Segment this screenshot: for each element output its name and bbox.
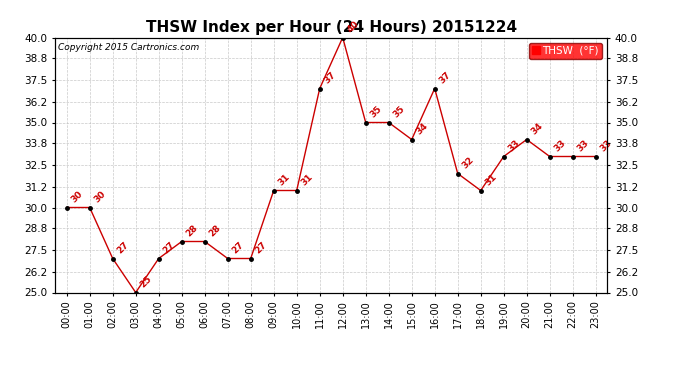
Text: 30: 30	[92, 190, 108, 205]
Text: 33: 33	[598, 138, 613, 154]
Title: THSW Index per Hour (24 Hours) 20151224: THSW Index per Hour (24 Hours) 20151224	[146, 20, 517, 35]
Text: 35: 35	[368, 105, 384, 120]
Text: 28: 28	[184, 224, 199, 239]
Text: 31: 31	[277, 172, 292, 188]
Text: 35: 35	[391, 105, 406, 120]
Text: 40: 40	[346, 20, 361, 35]
Text: 33: 33	[575, 138, 591, 154]
Text: 34: 34	[415, 122, 430, 137]
Text: 27: 27	[161, 240, 177, 256]
Text: 30: 30	[70, 190, 85, 205]
Text: 27: 27	[230, 240, 246, 256]
Text: 33: 33	[506, 138, 522, 154]
Text: 34: 34	[529, 122, 545, 137]
Text: 25: 25	[139, 274, 154, 290]
Text: 28: 28	[208, 224, 223, 239]
Text: 31: 31	[484, 172, 499, 188]
Text: 32: 32	[460, 156, 475, 171]
Text: 37: 37	[322, 70, 338, 86]
Text: Copyright 2015 Cartronics.com: Copyright 2015 Cartronics.com	[58, 43, 199, 52]
Text: 31: 31	[299, 172, 315, 188]
Text: 33: 33	[553, 138, 568, 154]
Text: 27: 27	[253, 240, 269, 256]
Legend: THSW  (°F): THSW (°F)	[529, 43, 602, 59]
Text: 27: 27	[115, 240, 131, 256]
Text: 37: 37	[437, 70, 453, 86]
